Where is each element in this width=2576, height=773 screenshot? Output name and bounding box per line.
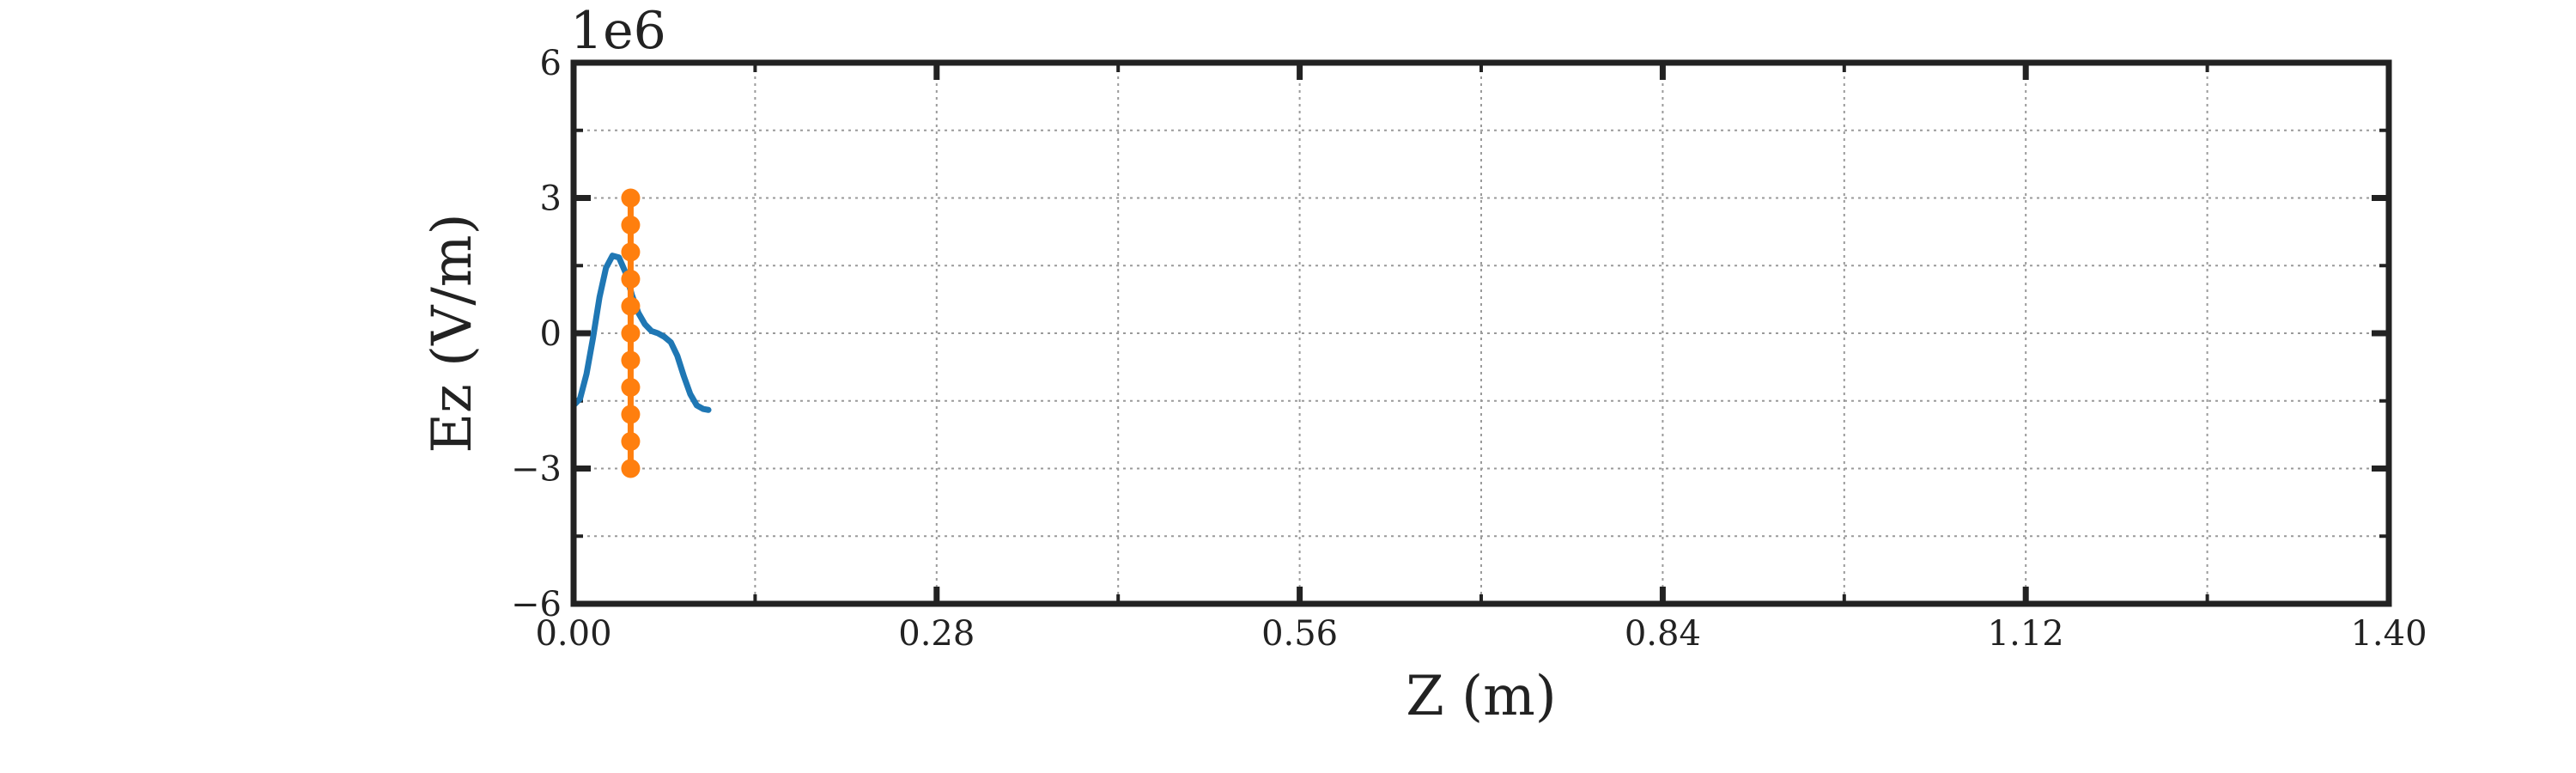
plot-frame — [570, 59, 2392, 607]
y-axis-title: Ez (V/m) — [421, 213, 484, 453]
y-tick-label: 0 — [540, 314, 562, 354]
plot-series — [570, 188, 712, 478]
x-tick-label: 0.84 — [1625, 614, 1701, 654]
axis-labels: 0.00 0.28 0.56 0.84 1.12 1.40 −6 −3 0 3 6 — [511, 44, 2427, 654]
series-2-point — [621, 188, 641, 208]
x-tick-label: 1.12 — [1988, 614, 2064, 654]
x-tick-label: 0.28 — [898, 614, 975, 654]
x-tick-label: 0.56 — [1261, 614, 1338, 654]
series-2-point — [621, 432, 641, 451]
y-tick-label: 6 — [540, 44, 562, 83]
y-axis-offset-label: 1e6 — [570, 1, 666, 61]
x-tick-label: 0.00 — [535, 614, 611, 654]
series-2-point — [621, 324, 641, 343]
series-2-point — [621, 270, 641, 289]
series-2-point — [621, 296, 641, 316]
grid — [574, 63, 2389, 604]
series-2-point — [621, 459, 641, 478]
series-2-point — [621, 216, 641, 234]
series-2-point — [621, 350, 641, 370]
x-axis-title: Z (m) — [1406, 665, 1556, 728]
y-tick-label: −6 — [511, 585, 562, 624]
series-2-point — [621, 242, 641, 262]
y-tick-label: −3 — [511, 450, 562, 490]
y-tick-label: 3 — [540, 180, 562, 219]
series-1-line — [570, 253, 712, 413]
series-2-point — [621, 378, 641, 397]
x-tick-label: 1.40 — [2350, 614, 2427, 654]
series-2-point — [621, 405, 641, 424]
